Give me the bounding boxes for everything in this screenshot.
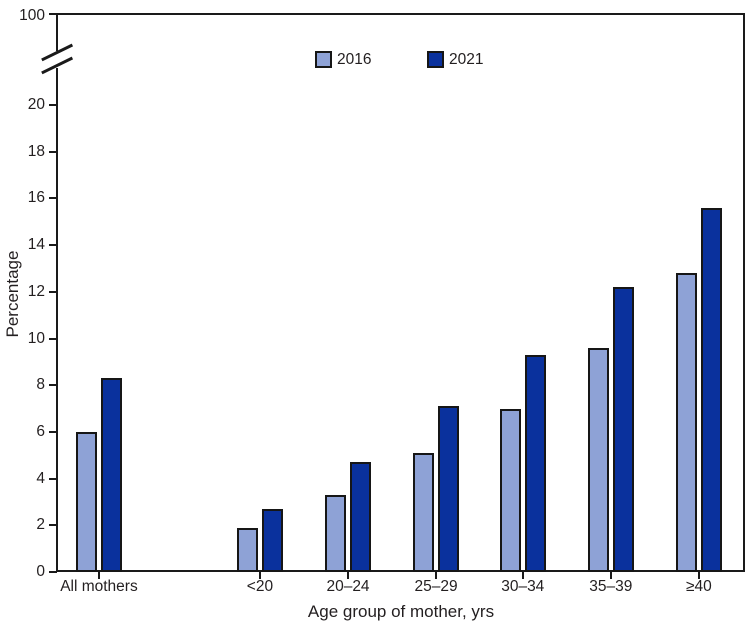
y-tick-label: 16 (27, 189, 45, 207)
y-tick (49, 524, 57, 527)
x-tick-label-3: 25–29 (414, 578, 458, 595)
plot-frame (57, 13, 745, 572)
y-tick (49, 430, 57, 433)
y-tick (49, 104, 57, 106)
bar-2021-cat2 (350, 462, 372, 572)
bar-2016-cat0 (75, 431, 97, 572)
y-tick-label: 0 (36, 563, 45, 580)
x-tick-label-4: 30–34 (501, 578, 545, 595)
y-tick (49, 290, 57, 293)
bar-2021-cat5 (612, 287, 634, 572)
y-tick-label: 100 (19, 7, 45, 24)
bar-2016-cat6 (675, 273, 697, 572)
bar-2016-cat1 (236, 527, 258, 572)
bar-2021-cat6 (700, 207, 722, 572)
y-tick-label: 4 (36, 469, 45, 487)
x-tick-label-6: ≥40 (686, 578, 712, 595)
y-tick (49, 571, 57, 573)
y-tick (49, 384, 57, 387)
y-axis-line-upper (56, 13, 58, 51)
x-tick (697, 572, 700, 579)
y-axis-title: Percentage (3, 250, 22, 338)
bar-2016-cat3 (413, 452, 435, 572)
x-axis-title: Age group of mother, yrs (307, 602, 495, 621)
y-tick-label: 2 (36, 516, 45, 534)
legend-label-2016: 2016 (337, 51, 372, 68)
y-tick (49, 337, 57, 340)
y-tick-label: 20 (27, 96, 45, 113)
legend-swatch-2021 (427, 51, 444, 68)
bar-2021-cat0 (100, 378, 122, 572)
y-axis-line-lower (56, 68, 58, 572)
y-tick-label: 10 (27, 329, 45, 347)
y-tick-label: 8 (36, 376, 45, 394)
x-tick-label-2: 20–24 (326, 578, 370, 595)
y-tick (49, 197, 57, 200)
bar-2021-cat3 (438, 406, 460, 572)
legend-swatch-2016 (315, 51, 332, 68)
y-tick-label: 12 (27, 282, 45, 300)
x-tick (435, 572, 438, 579)
x-tick-label-5: 35–39 (589, 578, 633, 595)
bar-2016-cat4 (499, 408, 521, 572)
bar-2016-cat2 (325, 494, 347, 572)
y-tick-label: 14 (27, 236, 45, 254)
y-tick (49, 150, 57, 153)
x-tick (97, 572, 100, 579)
y-tick-label: 6 (36, 422, 45, 440)
x-tick-label-1: <20 (246, 578, 274, 595)
y-tick (49, 477, 57, 480)
bar-2021-cat4 (524, 354, 546, 572)
x-tick (258, 572, 261, 579)
bar-2021-cat1 (261, 508, 283, 572)
y-tick (49, 13, 57, 15)
x-tick-label-0: All mothers (60, 578, 138, 595)
bar-2016-cat5 (587, 347, 609, 572)
y-tick-label: 18 (27, 142, 45, 160)
x-tick (347, 572, 350, 579)
x-tick (609, 572, 612, 579)
y-tick (49, 244, 57, 247)
legend-label-2021: 2021 (449, 51, 484, 68)
x-tick (521, 572, 524, 579)
